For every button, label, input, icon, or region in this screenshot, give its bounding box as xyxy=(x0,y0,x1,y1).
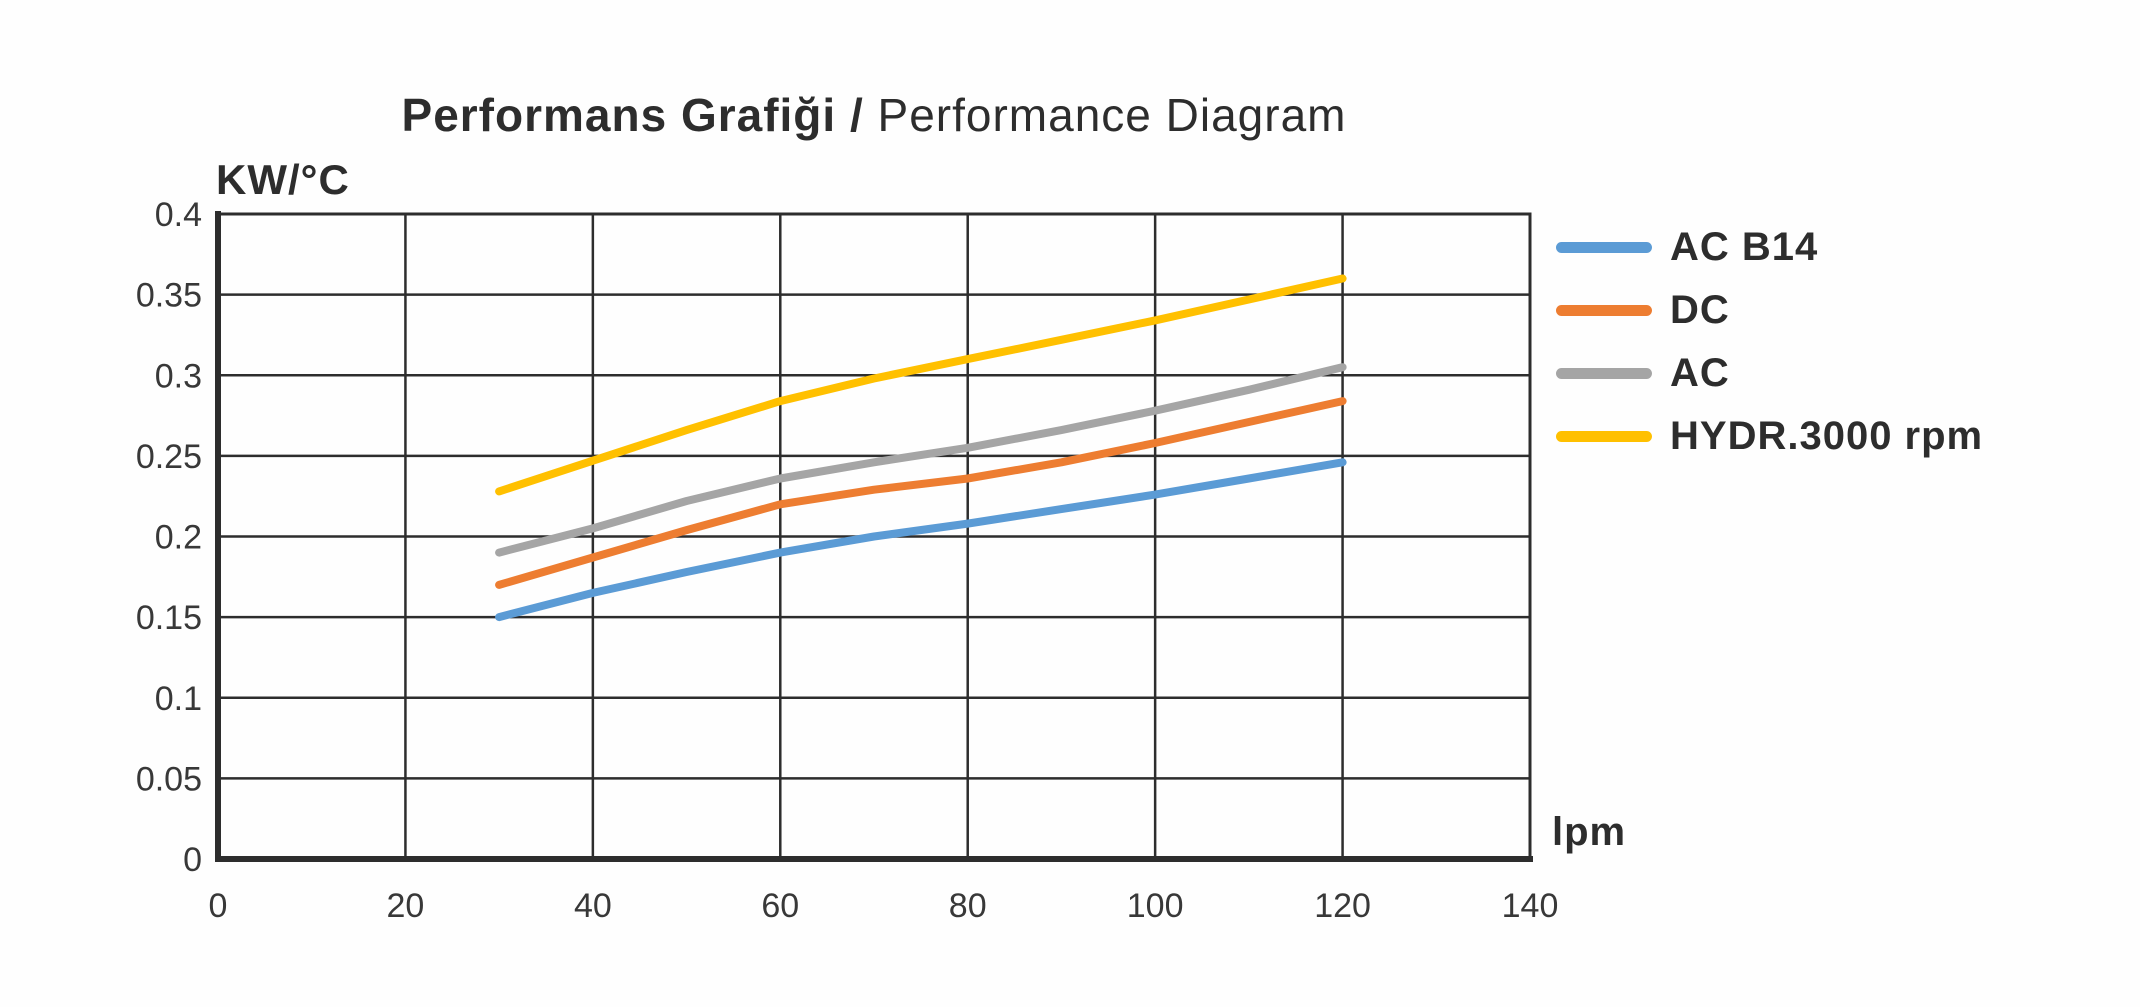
y-tick-label: 0.4 xyxy=(155,196,202,234)
chart-title: Performans Grafiği / Performance Diagram xyxy=(218,88,1530,142)
x-tick-label: 140 xyxy=(1502,887,1559,925)
chart-legend: AC B14 DC AC HYDR.3000 rpm xyxy=(1556,216,1983,468)
y-tick-label: 0 xyxy=(183,841,202,879)
x-tick-label: 100 xyxy=(1127,887,1184,925)
y-axis-title: KW/°C xyxy=(216,156,350,203)
legend-swatch-hydr-3000-rpm xyxy=(1556,431,1652,442)
legend-label-dc: DC xyxy=(1670,288,1730,332)
y-tick-label: 0.1 xyxy=(155,680,202,718)
chart-title-turkish: Performans Grafiği / xyxy=(401,89,864,141)
x-tick-label: 0 xyxy=(209,887,228,925)
y-tick-label: 0.3 xyxy=(155,357,202,395)
x-tick-label: 80 xyxy=(949,887,987,925)
legend-label-ac-b14: AC B14 xyxy=(1670,225,1819,269)
legend-item-dc: DC xyxy=(1556,279,1983,342)
legend-swatch-dc xyxy=(1556,305,1652,316)
series-line-hydr-3000-rpm xyxy=(495,274,1347,496)
y-tick-label: 0.25 xyxy=(136,438,202,476)
chart-title-english: Performance Diagram xyxy=(863,89,1347,141)
series-line-ac xyxy=(495,363,1347,557)
y-tick-label: 0.15 xyxy=(136,599,202,637)
legend-item-hydr-3000-rpm: HYDR.3000 rpm xyxy=(1556,405,1983,468)
legend-swatch-ac-b14 xyxy=(1556,242,1652,253)
y-tick-label: 0.2 xyxy=(155,519,202,557)
legend-label-ac: AC xyxy=(1670,351,1730,395)
x-tick-label: 120 xyxy=(1314,887,1371,925)
legend-item-ac-b14: AC B14 xyxy=(1556,216,1983,279)
legend-label-hydr-3000-rpm: HYDR.3000 rpm xyxy=(1670,414,1984,458)
x-tick-label: 40 xyxy=(574,887,612,925)
series-line-dc xyxy=(495,397,1347,589)
y-tick-label: 0.05 xyxy=(136,760,202,798)
x-tick-label: 20 xyxy=(387,887,425,925)
y-tick-label: 0.35 xyxy=(136,277,202,315)
series-line-ac-b14 xyxy=(495,458,1347,622)
x-axis-title: lpm xyxy=(1552,810,1627,854)
legend-item-ac: AC xyxy=(1556,342,1983,405)
legend-swatch-ac xyxy=(1556,368,1652,379)
x-tick-label: 60 xyxy=(761,887,799,925)
